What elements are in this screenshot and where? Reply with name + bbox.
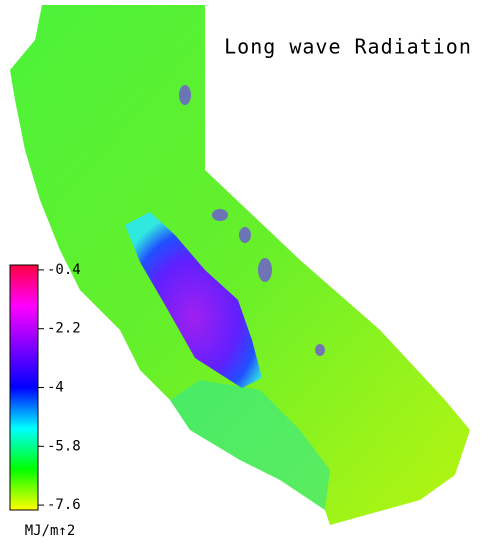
colorbar-tick-label: -7.6: [47, 497, 81, 513]
colorbar-unit: MJ/m↑2: [25, 523, 76, 539]
colorbar: [9, 264, 39, 511]
south-coast: [170, 380, 330, 510]
map-title: Long wave Radiation: [224, 35, 472, 59]
colorbar-tick-label: -5.8: [47, 438, 81, 454]
colorbar-tick-label: -4: [47, 380, 64, 396]
colorbar-tick-label: -2.2: [47, 321, 81, 337]
state-shape: [10, 5, 470, 525]
central-valley: [125, 212, 262, 388]
sierra-patches: [179, 85, 325, 356]
colorbar-tick-label: -0.4: [47, 262, 81, 278]
